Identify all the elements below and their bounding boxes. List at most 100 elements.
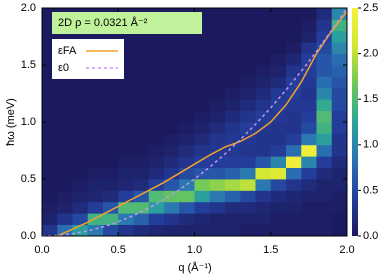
heatmap-cell xyxy=(316,19,333,32)
x-tick-label: 2.0 xyxy=(339,244,354,256)
heatmap-cell xyxy=(42,122,58,134)
heatmap-cell xyxy=(225,167,241,180)
heatmap-cell xyxy=(194,133,211,146)
heatmap-cell xyxy=(133,190,150,203)
heatmap-cell xyxy=(331,30,347,43)
heatmap-cell xyxy=(87,122,104,134)
colorbar-tick-label: 2.5 xyxy=(363,2,378,14)
heatmap-cell xyxy=(148,144,165,157)
heatmap-cell xyxy=(118,110,134,123)
heatmap-cell xyxy=(270,144,287,157)
heatmap-cell xyxy=(316,110,333,123)
heatmap-cell xyxy=(286,8,302,20)
heatmap-cell xyxy=(72,122,89,134)
heatmap-cell xyxy=(331,19,347,32)
heatmap-cell xyxy=(209,201,226,214)
heatmap-cell xyxy=(194,42,211,54)
heatmap-cell xyxy=(72,156,89,168)
heatmap-cell xyxy=(316,179,333,191)
heatmap-cell xyxy=(240,30,256,43)
heatmap-cell xyxy=(179,144,195,157)
heatmap-cell xyxy=(72,213,89,225)
heatmap-cell xyxy=(72,30,89,43)
heatmap-cell xyxy=(331,133,347,146)
legend-label: ε0 xyxy=(58,62,69,74)
heatmap-cell xyxy=(209,99,226,111)
heatmap-cell xyxy=(240,99,256,111)
heatmap-cell xyxy=(301,19,317,32)
heatmap-cell xyxy=(331,99,347,111)
heatmap-cell xyxy=(255,213,272,225)
heatmap-cell xyxy=(286,201,302,214)
heatmap-cell xyxy=(72,76,89,89)
heatmap-cell xyxy=(225,156,241,168)
heatmap-cell xyxy=(103,224,119,236)
heatmap-cell xyxy=(103,99,119,111)
heatmap-cell xyxy=(57,190,73,203)
heatmap-cell xyxy=(194,76,211,89)
heatmap-cell xyxy=(270,30,287,43)
heatmap-cell xyxy=(118,201,134,214)
heatmap-cell xyxy=(42,8,58,20)
heatmap-cell xyxy=(133,133,150,146)
heatmap-cell xyxy=(148,53,165,66)
heatmap-cell xyxy=(133,30,150,43)
legend-label: εFA xyxy=(58,45,77,57)
heatmap-cell xyxy=(255,87,272,100)
heatmap-cell xyxy=(42,167,58,180)
heatmap-cell xyxy=(331,53,347,66)
heatmap-cell xyxy=(301,144,317,157)
heatmap-cell xyxy=(194,156,211,168)
heatmap-cell xyxy=(133,201,150,214)
heatmap-cell xyxy=(301,179,317,191)
heatmap-cell xyxy=(118,65,134,77)
heatmap-cell xyxy=(286,110,302,123)
heatmap-cell xyxy=(194,144,211,157)
heatmap-cell xyxy=(72,201,89,214)
heatmap-cell xyxy=(209,190,226,203)
heatmap-cell xyxy=(331,42,347,54)
heatmap-cell xyxy=(316,133,333,146)
heatmap-cell xyxy=(42,99,58,111)
heatmap-cell xyxy=(164,156,180,168)
heatmap-cell xyxy=(103,76,119,89)
heatmap-cell xyxy=(72,179,89,191)
x-tick-label: 1.5 xyxy=(263,244,278,256)
heatmap-cell xyxy=(87,133,104,146)
heatmap-cell xyxy=(164,144,180,157)
heatmap-cell xyxy=(270,213,287,225)
annotation: 2D ρ = 0.0321 Å⁻² xyxy=(58,16,148,29)
heatmap-cell xyxy=(57,99,73,111)
heatmap-cell xyxy=(255,133,272,146)
heatmap-cell xyxy=(240,156,256,168)
heatmap-cell xyxy=(179,65,195,77)
heatmap-cell xyxy=(209,53,226,66)
heatmap-cell xyxy=(148,42,165,54)
heatmap-cell xyxy=(164,53,180,66)
heatmap-cell xyxy=(87,201,104,214)
heatmap-cell xyxy=(87,99,104,111)
heatmap-cell xyxy=(301,76,317,89)
heatmap-cell xyxy=(316,76,333,89)
heatmap-cell xyxy=(133,224,150,236)
heatmap-cell xyxy=(118,156,134,168)
heatmap-cell xyxy=(194,201,211,214)
heatmap-cell xyxy=(57,133,73,146)
heatmap-cell xyxy=(316,65,333,77)
heatmap-cell xyxy=(240,190,256,203)
heatmap-cell xyxy=(57,76,73,89)
heatmap-cell xyxy=(42,156,58,168)
heatmap-cell xyxy=(209,19,226,32)
heatmap-cell xyxy=(286,167,302,180)
heatmap-cell xyxy=(301,42,317,54)
heatmap-cell xyxy=(301,213,317,225)
heatmap-cell xyxy=(270,42,287,54)
heatmap-cell xyxy=(225,213,241,225)
heatmap-cell xyxy=(164,110,180,123)
heatmap-cell xyxy=(270,76,287,89)
heatmap-cell xyxy=(164,30,180,43)
heatmap-cell xyxy=(57,201,73,214)
heatmap-cell xyxy=(72,190,89,203)
heatmap-cell xyxy=(301,190,317,203)
heatmap-cell xyxy=(286,19,302,32)
